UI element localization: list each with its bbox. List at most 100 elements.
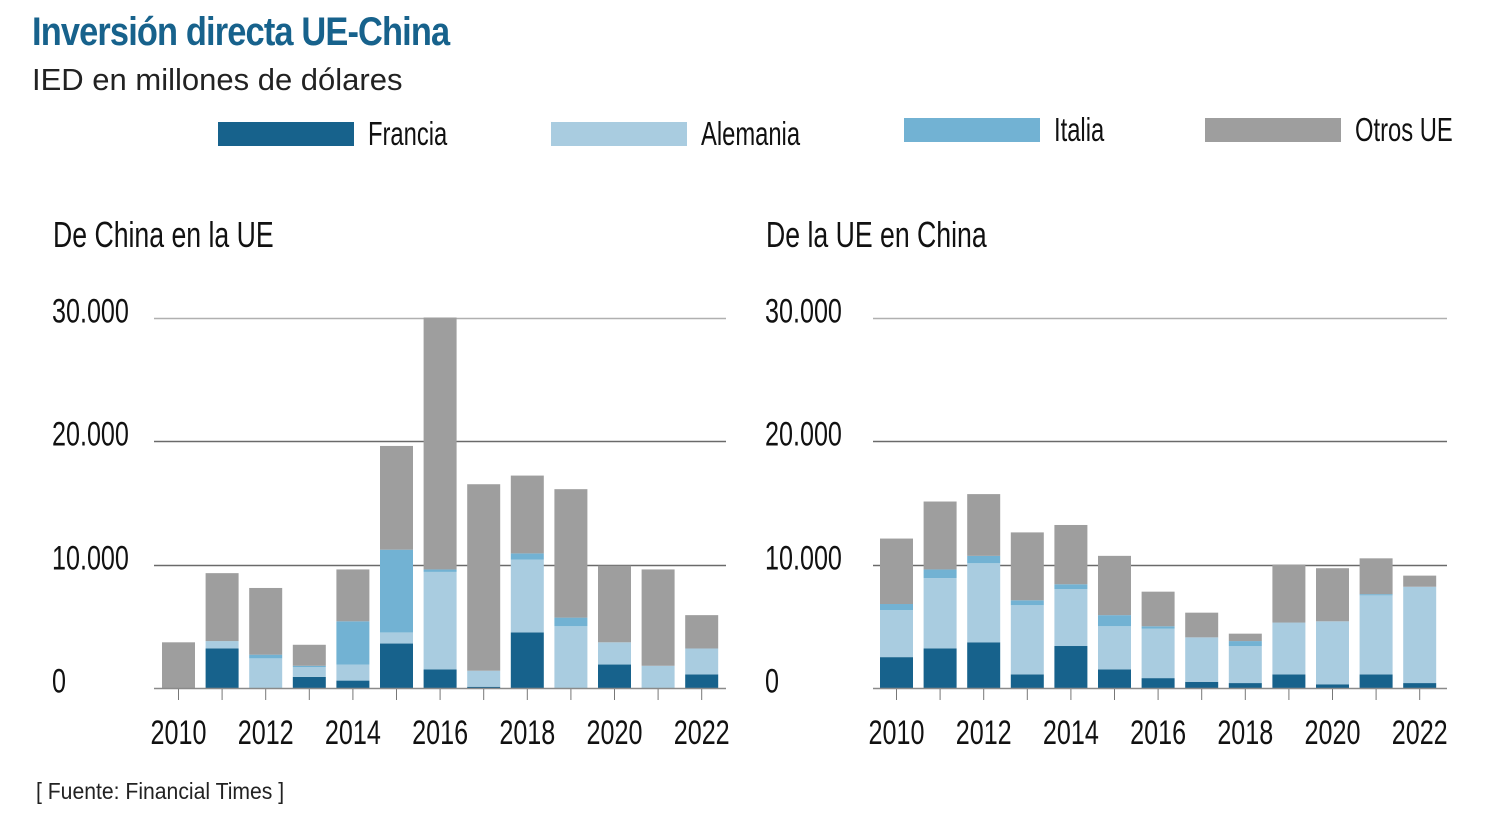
panel-title-eu-china: De la UE en China	[766, 214, 987, 255]
bar-eu-china-2017-francia	[1185, 681, 1219, 688]
bar-china-eu-2018-italia	[510, 553, 544, 560]
y-tick-label-eu-china: 0	[765, 663, 779, 701]
bar-china-eu-2012-italia	[249, 654, 283, 659]
x-tick-label-eu-china: 2010	[869, 714, 925, 752]
bar-eu-china-2010-francia	[880, 657, 913, 688]
legend-item-italia: Italia	[904, 108, 1124, 152]
bar-eu-china-2020-francia	[1316, 684, 1349, 688]
bar-eu-china-2020-alemania	[1316, 621, 1349, 685]
bar-eu-china-2019-francia	[1272, 674, 1306, 688]
x-tick-label-eu-china: 2016	[1130, 714, 1186, 752]
bar-china-eu-2018-francia	[510, 632, 544, 688]
bar-china-eu-2022-otros-ue	[685, 615, 719, 649]
bar-eu-china-2021-otros-ue	[1359, 558, 1393, 595]
bar-china-eu-2017-alemania	[467, 670, 501, 687]
bar-china-eu-2013-alemania	[292, 667, 326, 677]
bar-china-eu-2013-otros-ue	[292, 644, 326, 666]
bar-china-eu-2016-italia	[423, 569, 457, 572]
bar-eu-china-2014-alemania	[1054, 589, 1088, 647]
bar-eu-china-2011-francia	[923, 648, 957, 688]
bar-eu-china-2015-italia	[1098, 615, 1131, 627]
source-footnote: [ Fuente: Financial Times ]	[36, 778, 285, 804]
y-tick-label-eu-china: 30.000	[765, 293, 842, 331]
bar-eu-china-2021-francia	[1359, 674, 1393, 688]
x-tick-label-eu-china: 2014	[1043, 714, 1099, 752]
bar-eu-china-2019-alemania	[1272, 622, 1306, 675]
bar-china-eu-2019-alemania	[554, 626, 588, 688]
bar-eu-china-2015-otros-ue	[1098, 555, 1131, 616]
bar-china-eu-2015-francia	[380, 643, 413, 688]
legend-swatch-otros	[1205, 118, 1341, 142]
bar-china-eu-2016-otros-ue	[423, 317, 457, 570]
bar-eu-china-2016-otros-ue	[1141, 591, 1175, 627]
bar-eu-china-2014-italia	[1054, 584, 1088, 590]
bar-eu-china-2016-italia	[1141, 626, 1175, 629]
bar-china-eu-2014-alemania	[336, 664, 370, 681]
x-tick-label-china-eu: 2012	[238, 714, 294, 752]
bar-eu-china-2012-otros-ue	[967, 494, 1001, 556]
bar-eu-china-2012-alemania	[967, 563, 1001, 643]
x-tick-label-china-eu: 2014	[325, 714, 381, 752]
bar-china-eu-2014-otros-ue	[336, 569, 370, 622]
bar-china-eu-2021-alemania	[641, 665, 675, 688]
bar-china-eu-2019-italia	[554, 617, 588, 627]
bar-eu-china-2013-francia	[1010, 674, 1044, 688]
bar-eu-china-2018-otros-ue	[1228, 633, 1262, 642]
bar-eu-china-2021-alemania	[1359, 595, 1393, 675]
bar-china-eu-2016-francia	[423, 669, 457, 688]
bar-china-eu-2018-otros-ue	[510, 475, 544, 554]
bar-eu-china-2017-otros-ue	[1185, 612, 1219, 638]
bar-eu-china-2015-francia	[1098, 669, 1131, 688]
legend-swatch-italia	[904, 118, 1040, 142]
chart-title: Inversión directa UE-China	[32, 10, 450, 54]
x-tick-label-eu-china: 2020	[1305, 714, 1361, 752]
bar-china-eu-2015-otros-ue	[380, 445, 413, 550]
y-tick-label-china-eu: 0	[52, 663, 66, 701]
bar-china-eu-2013-italia	[292, 665, 326, 668]
bar-eu-china-2021-italia	[1359, 594, 1393, 596]
x-tick-label-china-eu: 2010	[151, 714, 207, 752]
bar-eu-china-2019-otros-ue	[1272, 564, 1306, 623]
bar-china-eu-2014-francia	[336, 680, 370, 688]
bar-china-eu-2012-otros-ue	[249, 587, 283, 655]
bar-china-eu-2010-otros-ue	[162, 642, 195, 688]
bar-china-eu-2013-francia	[292, 676, 326, 688]
bar-eu-china-2022-francia	[1403, 683, 1437, 688]
legend-swatch-alemania	[551, 122, 687, 146]
bar-eu-china-2013-italia	[1010, 600, 1044, 606]
bar-eu-china-2018-alemania	[1228, 646, 1262, 684]
bar-eu-china-2022-otros-ue	[1403, 575, 1437, 587]
legend-item-otros: Otros UE	[1205, 108, 1491, 152]
legend-label-alemania: Alemania	[701, 115, 801, 152]
bar-china-eu-2015-alemania	[380, 632, 413, 644]
x-tick-label-china-eu: 2016	[412, 714, 468, 752]
y-tick-label-china-eu: 20.000	[52, 416, 129, 454]
bar-eu-china-2012-italia	[967, 555, 1001, 564]
y-tick-label-eu-china: 10.000	[765, 540, 842, 578]
bar-eu-china-2016-francia	[1141, 678, 1175, 688]
legend-label-otros: Otros UE	[1355, 111, 1453, 148]
bar-china-eu-2021-otros-ue	[641, 569, 675, 666]
chart-subtitle: IED en millones de dólares	[32, 62, 403, 97]
bar-eu-china-2020-otros-ue	[1316, 568, 1349, 622]
bar-china-eu-2015-italia	[380, 549, 413, 633]
bar-eu-china-2011-alemania	[923, 578, 957, 649]
bar-china-eu-2016-alemania	[423, 571, 457, 670]
bar-eu-china-2018-italia	[1228, 641, 1262, 647]
bar-china-eu-2020-alemania	[598, 642, 631, 665]
bar-eu-china-2018-francia	[1228, 683, 1262, 688]
legend-item-francia: Francia	[218, 112, 478, 156]
bar-china-eu-2011-alemania	[205, 641, 239, 649]
legend-label-italia: Italia	[1054, 111, 1105, 148]
x-tick-label-china-eu: 2020	[587, 714, 643, 752]
legend-item-alemania: Alemania	[551, 112, 839, 156]
bar-eu-china-2016-alemania	[1141, 628, 1175, 679]
bar-china-eu-2012-alemania	[249, 658, 283, 688]
bar-eu-china-2012-francia	[967, 642, 1001, 688]
legend-label-francia: Francia	[368, 115, 448, 152]
bar-china-eu-2018-alemania	[510, 559, 544, 633]
bar-china-eu-2011-otros-ue	[205, 573, 239, 642]
bar-china-eu-2011-francia	[205, 648, 239, 688]
bar-eu-china-2013-otros-ue	[1010, 532, 1044, 601]
x-tick-label-eu-china: 2018	[1217, 714, 1273, 752]
